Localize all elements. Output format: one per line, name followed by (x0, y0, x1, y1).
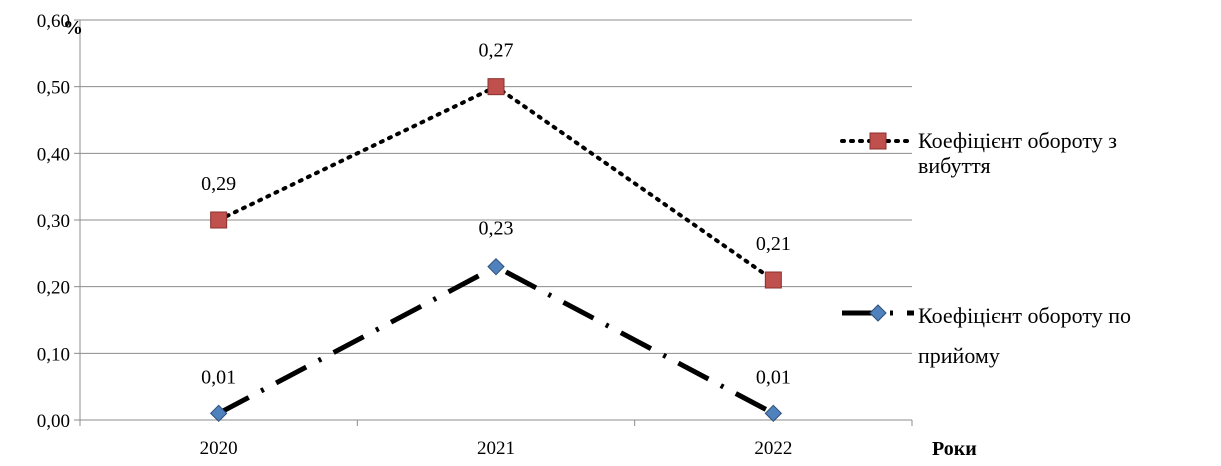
y-tick-label: 0,40 (37, 144, 70, 165)
y-axis-label: % (63, 17, 83, 39)
data-point (209, 404, 228, 423)
legend-marker (869, 132, 887, 150)
x-tick-labels: 2020 2021 2022 (200, 438, 793, 459)
x-tick-label: 2022 (754, 438, 792, 459)
x-tick-label: 2020 (200, 438, 238, 459)
series-line (216, 84, 776, 282)
data-label: 0,01 (201, 366, 236, 388)
legend-entry-text: прийому (918, 343, 1000, 368)
y-tick-label: 0,60 (37, 11, 70, 32)
data-point (764, 271, 782, 289)
y-tick-label: 0,10 (37, 344, 70, 365)
series-line (217, 263, 775, 416)
y-tick-label: 0,00 (37, 411, 70, 432)
data-label: 0,29 (201, 173, 236, 195)
data-point (487, 78, 505, 96)
legend-entry-text: Коефіцієнт обороту по (918, 303, 1131, 328)
data-point (487, 257, 505, 276)
data-labels: 0,29 0,27 0,21 0,01 0,23 0,01 (201, 40, 791, 389)
legend-entry-text: вибуття (918, 153, 991, 178)
data-label: 0,21 (756, 233, 791, 255)
data-point (764, 404, 783, 423)
series-group (209, 78, 783, 423)
data-label: 0,23 (479, 218, 514, 240)
y-tick-label: 0,50 (37, 78, 70, 99)
y-tick-labels: 0,00 0,10 0,20 0,30 0,40 0,50 0,60 (37, 11, 70, 432)
x-axis-label: Роки (932, 438, 977, 460)
data-label: 0,01 (756, 366, 791, 388)
data-point (210, 211, 228, 229)
legend-marker (869, 304, 887, 322)
y-tick-label: 0,30 (37, 211, 70, 232)
data-label: 0,27 (479, 40, 514, 62)
x-tick-label: 2021 (477, 438, 515, 459)
y-tick-label: 0,20 (37, 278, 70, 299)
legend-entry-text: Коефіцієнт обороту з (918, 128, 1117, 153)
